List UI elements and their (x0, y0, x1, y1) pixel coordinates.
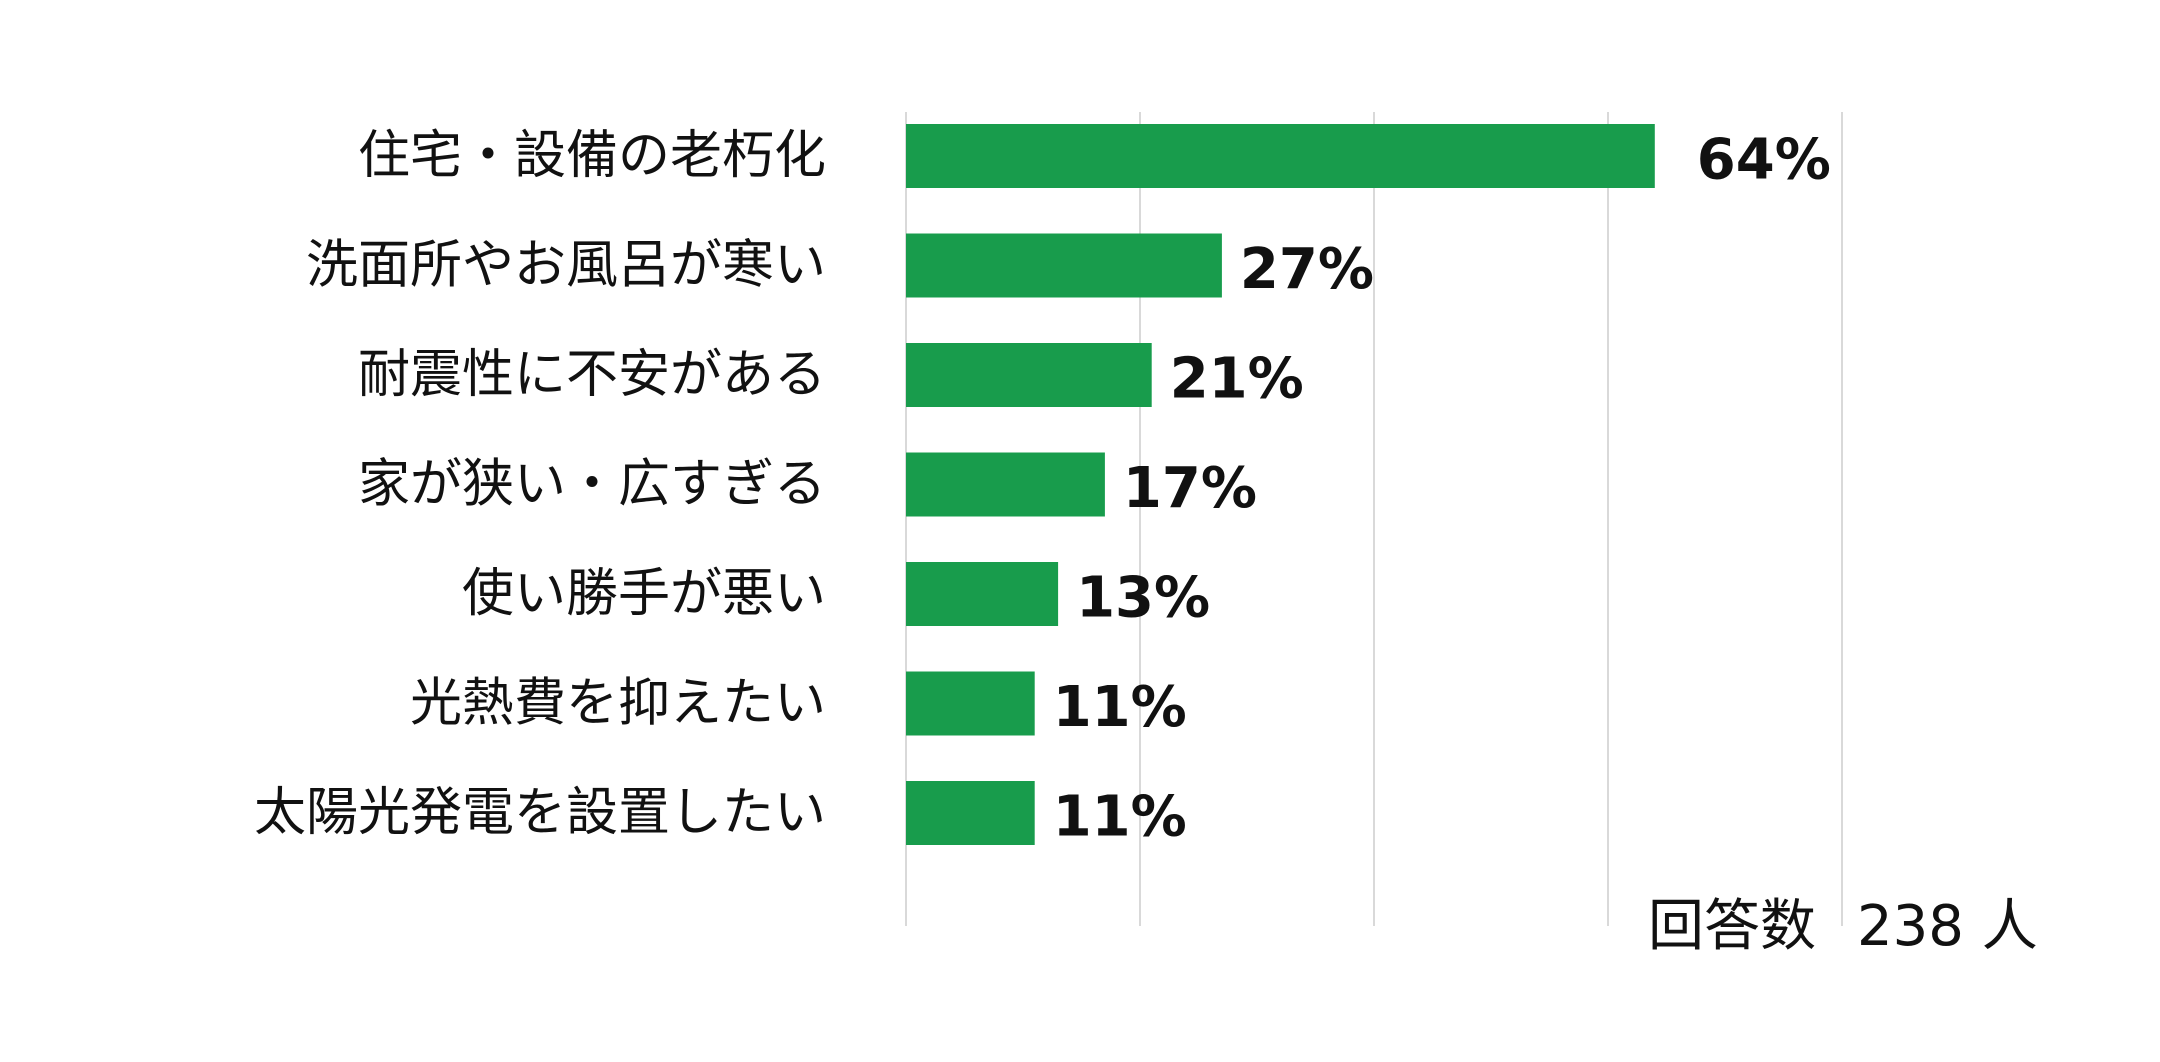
value-label: 17% (1123, 456, 1257, 521)
category-label: 耐震性に不安がある (358, 345, 826, 405)
value-label: 13% (1076, 566, 1210, 631)
bar (906, 233, 1222, 298)
category-label: 家が狭い・広すぎる (358, 455, 826, 515)
value-label: 11% (1053, 785, 1187, 850)
category-label: 住宅・設備の老朽化 (358, 126, 826, 186)
category-label: 使い勝手が悪い (462, 564, 826, 624)
response-count-value: 238 人 (1857, 894, 2038, 959)
bar (906, 124, 1655, 188)
category-label: 光熱費を抑えたい (410, 674, 826, 734)
bar (906, 343, 1152, 407)
bar (906, 671, 1035, 736)
category-label: 洗面所やお風呂が寒い (306, 236, 826, 296)
value-label: 27% (1240, 237, 1374, 302)
bar (906, 781, 1035, 845)
response-count-label: 回答数 (1648, 894, 1816, 959)
value-label: 21% (1170, 347, 1304, 412)
category-label: 太陽光発電を設置したい (254, 783, 826, 843)
value-label: 64% (1697, 128, 1831, 193)
bars (906, 124, 1655, 845)
value-labels: 64% 27% 21% 17% 13% 11% 11% (1053, 128, 1831, 850)
bar (906, 562, 1059, 626)
value-label: 11% (1053, 675, 1187, 740)
category-labels: 住宅・設備の老朽化洗面所やお風呂が寒い耐震性に不安がある家が狭い・広すぎる使い勝… (254, 126, 826, 843)
bar (906, 452, 1105, 517)
